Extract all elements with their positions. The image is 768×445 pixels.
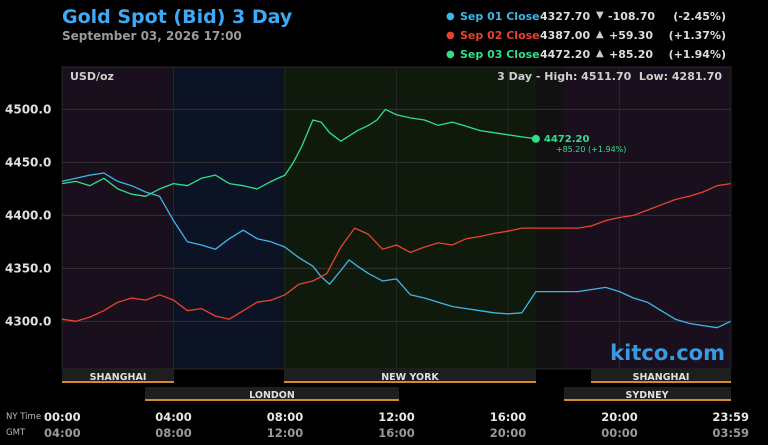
y-axis-ticks: 4300.0 4350.0 4400.0 4450.0 4500.0 xyxy=(5,102,51,328)
series-line-sep-02 xyxy=(61,182,731,322)
session-label-sydney: SYDNEY xyxy=(626,390,669,401)
x-tick-label-ny: 00:00 xyxy=(44,410,81,424)
last-price-label: 4472.20 xyxy=(544,134,590,145)
up-arrow-icon: ▲ xyxy=(596,48,604,59)
session-bar-london xyxy=(145,387,399,401)
legend-label: Sep 02 Close xyxy=(460,29,540,42)
legend-label: Sep 01 Close xyxy=(460,10,540,23)
session-bar-shanghai-2 xyxy=(591,369,731,383)
legend-entry-sep01: ● Sep 01 Close 4327.70 ▼ -108.70 (-2.45%… xyxy=(446,10,746,29)
session-bar-sydney-line xyxy=(564,399,731,401)
session-bar-shanghai-2-line xyxy=(591,381,731,383)
x-tick-label-ny: 08:00 xyxy=(267,410,304,424)
session-bar-shanghai-1 xyxy=(62,369,174,383)
session-band-asia xyxy=(62,67,174,369)
session-label-newyork: NEW YORK xyxy=(381,372,439,383)
legend-label: Sep 03 Close xyxy=(460,48,540,61)
y-tick-label: 4450.0 xyxy=(5,155,51,169)
x-tick-label-ny: 23:59 xyxy=(712,410,749,424)
x-tick-label-ny: 12:00 xyxy=(378,410,415,424)
last-price-marker xyxy=(531,134,540,143)
gmt-label: GMT xyxy=(6,428,26,438)
legend-entry-sep03: ● Sep 03 Close 4472.20 ▲ +85.20 (+1.94%) xyxy=(446,48,746,67)
legend-entry-sep02: ● Sep 02 Close 4387.00 ▲ +59.30 (+1.37%) xyxy=(446,29,746,48)
session-bar-sydney xyxy=(564,387,731,401)
legend-dot-icon: ● xyxy=(446,49,455,60)
x-tick-label-gmt: 20:00 xyxy=(490,426,527,440)
x-tick-label-gmt: 00:00 xyxy=(601,426,638,440)
session-band-sydney xyxy=(564,67,731,369)
session-band-closed xyxy=(536,67,564,369)
legend-dot-icon: ● xyxy=(446,30,455,41)
x-tick-label-gmt: 04:00 xyxy=(44,426,81,440)
series-line-sep-03 xyxy=(61,108,536,197)
legend: ● Sep 01 Close 4327.70 ▼ -108.70 (-2.45%… xyxy=(446,10,746,67)
x-tick-label-gmt: 03:59 xyxy=(712,426,749,440)
series-lines xyxy=(61,108,731,329)
legend-change: +59.30 xyxy=(608,29,653,42)
session-band-newyork xyxy=(284,67,536,369)
legend-percent: (+1.37%) xyxy=(668,29,726,42)
x-tick-label-ny: 16:00 xyxy=(490,410,527,424)
legend-percent: (-2.45%) xyxy=(673,10,726,23)
session-band-london xyxy=(174,67,284,369)
x-tick-label-ny: 04:00 xyxy=(155,410,192,424)
session-label-shanghai-2: SHANGHAI xyxy=(633,372,690,383)
session-bar-newyork-line xyxy=(284,381,536,383)
up-arrow-icon: ▲ xyxy=(596,29,604,40)
x-tick-label-gmt: 16:00 xyxy=(378,426,415,440)
ny-time-label: NY Time xyxy=(6,412,41,422)
last-change-label: +85.20 (+1.94%) xyxy=(556,145,627,154)
legend-value: 4472.20 xyxy=(540,48,591,61)
session-label-london: LONDON xyxy=(249,390,295,401)
x-axis-ticks: 00:00 04:00 04:00 08:00 08:00 12:00 12:00 16:00… xyxy=(44,410,749,440)
unit-label: USD/oz xyxy=(70,70,114,83)
x-tick-label-ny: 20:00 xyxy=(601,410,638,424)
kitco-watermark: kitco.com xyxy=(610,341,725,365)
y-tick-label: 4400.0 xyxy=(5,208,51,222)
legend-dot-icon: ● xyxy=(446,11,455,22)
legend-change: -108.70 xyxy=(608,10,656,23)
down-arrow-icon: ▼ xyxy=(596,10,604,21)
legend-value: 4387.00 xyxy=(540,29,591,42)
x-tick-label-gmt: 12:00 xyxy=(267,426,304,440)
session-label-shanghai-1: SHANGHAI xyxy=(90,372,147,383)
legend-percent: (+1.94%) xyxy=(668,48,726,61)
session-bar-shanghai-1-line xyxy=(62,381,174,383)
y-tick-label: 4300.0 xyxy=(5,314,51,328)
session-bar-newyork xyxy=(284,369,536,383)
legend-change: +85.20 xyxy=(608,48,653,61)
chart-title: Gold Spot (Bid) 3 Day xyxy=(62,6,293,28)
series-line-sep-01 xyxy=(61,172,731,329)
chart-subtitle: September 03, 2026 17:00 xyxy=(62,29,242,43)
y-tick-label: 4500.0 xyxy=(5,102,51,116)
session-bar-london-line xyxy=(145,399,399,401)
range-info: 3 Day - High: 4511.70 Low: 4281.70 xyxy=(497,70,722,83)
x-tick-label-gmt: 08:00 xyxy=(155,426,192,440)
y-tick-label: 4350.0 xyxy=(5,261,51,275)
legend-value: 4327.70 xyxy=(540,10,591,23)
gridlines xyxy=(61,67,732,369)
